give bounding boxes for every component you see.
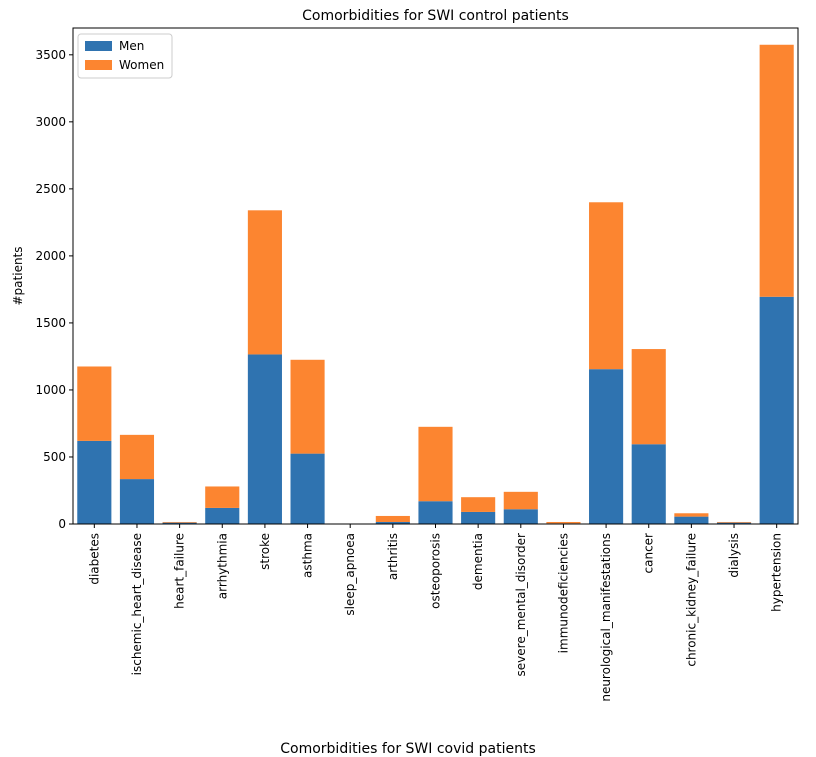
bar-women-dementia bbox=[461, 497, 496, 512]
bar-men-dementia bbox=[461, 511, 496, 524]
second-chart-title: Comorbidities for SWI covid patients bbox=[280, 741, 536, 757]
bar-women-ischemic_heart_disease bbox=[119, 434, 155, 480]
x-tick-label: neurological_manifestations bbox=[599, 533, 613, 702]
y-tick-label: 0 bbox=[58, 517, 66, 531]
bar-women-severe_mental_disorder bbox=[503, 491, 538, 510]
chart: Comorbidities for SWI control patients #… bbox=[11, 8, 799, 702]
x-tick-label: stroke bbox=[258, 533, 272, 570]
y-tick-label: 1000 bbox=[35, 383, 66, 397]
y-tick-label: 3500 bbox=[35, 48, 66, 62]
y-tick-label: 2500 bbox=[35, 182, 66, 196]
bars-group bbox=[77, 44, 794, 524]
y-tick-label: 3000 bbox=[35, 115, 66, 129]
x-tick-label: heart_failure bbox=[173, 533, 187, 609]
x-tick-label: asthma bbox=[301, 533, 315, 578]
bar-men-dialysis bbox=[716, 522, 752, 524]
chart-title: Comorbidities for SWI control patients bbox=[302, 8, 569, 24]
bar-women-arrhythmia bbox=[205, 486, 240, 508]
bar-women-chronic_kidney_failure bbox=[674, 513, 709, 517]
bar-men-heart_failure bbox=[162, 522, 197, 524]
bar-women-immunodeficiencies bbox=[546, 521, 581, 524]
bar-women-dialysis bbox=[716, 521, 752, 523]
y-tick-label: 1500 bbox=[35, 316, 66, 330]
bar-men-diabetes bbox=[77, 440, 112, 524]
legend-label-women: Women bbox=[119, 58, 164, 72]
bar-men-arthritis bbox=[375, 521, 410, 524]
y-tick-label: 500 bbox=[43, 450, 66, 464]
bar-women-osteoporosis bbox=[418, 426, 453, 502]
x-tick-label: hypertension bbox=[770, 533, 784, 612]
bar-men-severe_mental_disorder bbox=[503, 509, 538, 524]
bar-men-chronic_kidney_failure bbox=[674, 516, 709, 524]
bar-men-asthma bbox=[290, 453, 325, 524]
x-axis-ticks: diabetes ischemic_heart_disease heart_fail… bbox=[87, 524, 784, 702]
bar-men-osteoporosis bbox=[418, 501, 453, 524]
bar-men-hypertension bbox=[759, 296, 794, 524]
bar-women-asthma bbox=[290, 359, 325, 454]
bar-men-neurological_manifestations bbox=[589, 369, 624, 524]
bar-women-diabetes bbox=[77, 366, 112, 441]
x-tick-label: arthritis bbox=[386, 533, 400, 580]
bar-men-stroke bbox=[247, 354, 282, 524]
x-tick-label: dementia bbox=[471, 533, 485, 590]
y-axis-ticks: 0 500 1000 1500 2000 2500 3000 3500 bbox=[35, 48, 73, 531]
x-tick-label: severe_mental_disorder bbox=[514, 533, 528, 677]
y-tick-label: 2000 bbox=[35, 249, 66, 263]
y-axis-label: #patients bbox=[11, 246, 25, 305]
x-tick-label: osteoporosis bbox=[429, 533, 443, 609]
bar-women-heart_failure bbox=[162, 521, 197, 523]
legend-swatch-men bbox=[85, 41, 112, 51]
bar-women-cancer bbox=[631, 349, 666, 445]
x-tick-label: sleep_apnoea bbox=[343, 533, 357, 616]
bar-men-ischemic_heart_disease bbox=[119, 479, 155, 524]
legend-label-men: Men bbox=[119, 39, 144, 53]
bar-women-arthritis bbox=[375, 515, 410, 522]
x-tick-label: diabetes bbox=[87, 533, 101, 585]
x-tick-label: dialysis bbox=[727, 533, 741, 578]
bar-women-stroke bbox=[247, 210, 282, 355]
x-tick-label: cancer bbox=[642, 533, 656, 574]
bar-women-neurological_manifestations bbox=[589, 202, 624, 370]
x-tick-label: immunodeficiencies bbox=[556, 533, 570, 653]
bar-men-arrhythmia bbox=[205, 507, 240, 524]
legend-swatch-women bbox=[85, 60, 112, 70]
x-tick-label: ischemic_heart_disease bbox=[130, 533, 144, 675]
bar-men-cancer bbox=[631, 444, 666, 524]
x-tick-label: chronic_kidney_failure bbox=[684, 533, 698, 667]
bar-women-hypertension bbox=[759, 44, 794, 297]
plot-frame bbox=[72, 27, 799, 525]
x-tick-label: arrhythmia bbox=[215, 533, 229, 599]
legend: Men Women bbox=[77, 33, 173, 79]
